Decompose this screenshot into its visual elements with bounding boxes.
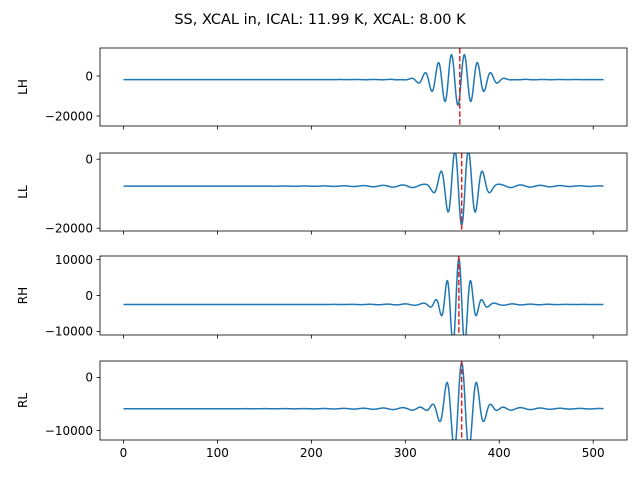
- x-tick-label: 500: [582, 446, 605, 460]
- y-tick-label: 0: [85, 153, 93, 167]
- y-axis-label: LL: [16, 185, 30, 199]
- axes-frame: [99, 152, 628, 232]
- signal-line: [123, 153, 604, 227]
- axes-frame: [99, 255, 628, 336]
- y-tick-label: 0: [85, 69, 93, 83]
- y-tick-label: −20000: [45, 109, 93, 123]
- signal-line: [123, 361, 604, 440]
- y-axis-label: RL: [16, 393, 30, 408]
- y-tick-label: −10000: [45, 424, 93, 438]
- signal-line: [123, 256, 604, 335]
- figure-title: SS, XCAL in, ICAL: 11.99 K, XCAL: 8.00 K: [174, 12, 466, 28]
- axes-frame: [99, 360, 628, 441]
- x-tick-label: 0: [120, 446, 128, 460]
- panel-ll: 0 −20000 LL: [16, 152, 628, 236]
- y-axis-label: RH: [16, 287, 30, 304]
- panel-rh: 10000 0 −10000 RH: [16, 253, 628, 339]
- x-tick-label: 200: [300, 446, 323, 460]
- y-tick-label: −20000: [45, 222, 93, 236]
- y-tick-label: 10000: [55, 253, 93, 267]
- x-tick-label: 100: [206, 446, 229, 460]
- y-axis-label: LH: [16, 79, 30, 95]
- x-tick-label: 300: [394, 446, 417, 460]
- axes-frame: [99, 47, 628, 127]
- x-tick-label: 400: [488, 446, 511, 460]
- panel-rl: 0 −10000 0 100 200 300 400 500 RL: [16, 360, 628, 460]
- y-tick-label: 0: [85, 371, 93, 385]
- panel-lh: 0 −20000 LH: [16, 47, 628, 130]
- y-tick-label: −10000: [45, 325, 93, 339]
- y-tick-label: 0: [85, 289, 93, 303]
- signal-line: [123, 53, 604, 107]
